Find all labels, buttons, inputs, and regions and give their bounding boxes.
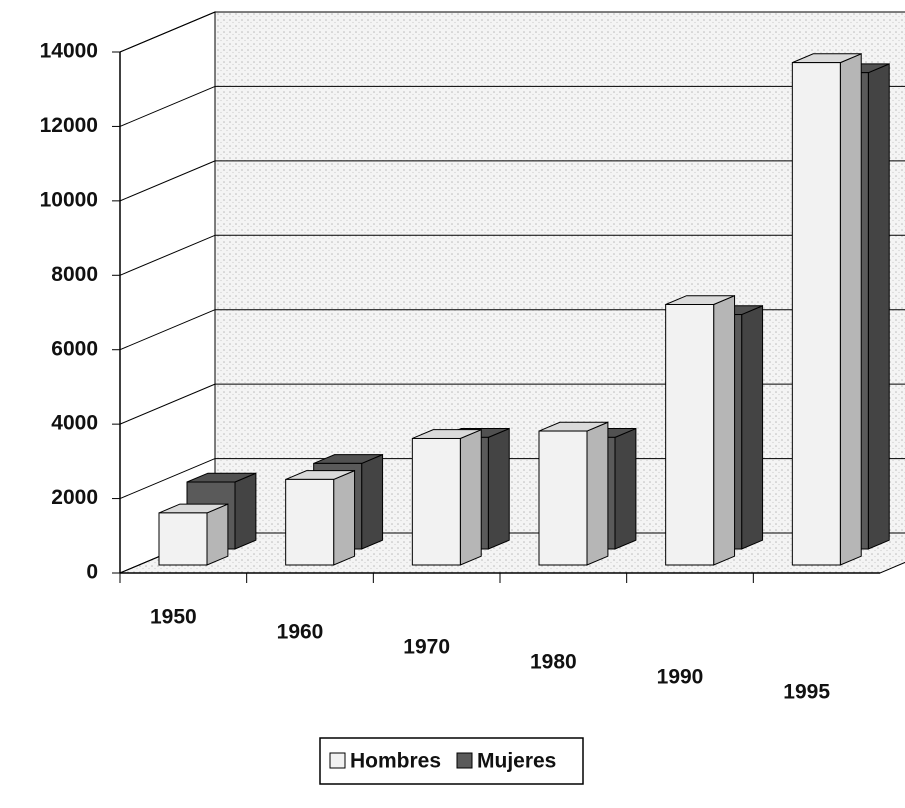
bar-side [487, 427, 510, 550]
bar [158, 512, 208, 566]
y-tick-label: 14000 [40, 40, 98, 63]
legend-swatch [329, 752, 346, 769]
bar [411, 437, 461, 566]
grid-line [119, 11, 216, 53]
grid-line [119, 160, 216, 202]
x-tick-label: 1995 [783, 681, 830, 704]
x-tick-label: 1990 [657, 666, 704, 689]
y-tick-label: 2000 [51, 486, 98, 509]
grid-line [119, 309, 216, 351]
bar [791, 62, 841, 566]
x-tick-label: 1960 [277, 621, 324, 644]
legend: Hombres Mujeres [319, 737, 584, 785]
bar-side [614, 427, 637, 550]
y-tick-label: 12000 [40, 114, 98, 137]
y-tick-label: 10000 [40, 188, 98, 211]
y-tick-label: 4000 [51, 412, 98, 435]
grid-line [119, 85, 216, 127]
y-tick-label: 0 [86, 561, 98, 584]
bar-side [459, 428, 482, 566]
legend-label: Mujeres [477, 750, 556, 773]
bar [665, 304, 715, 566]
legend-swatch [456, 752, 473, 769]
y-tick-label: 8000 [51, 263, 98, 286]
bar-side [867, 63, 890, 550]
bar-side [839, 53, 862, 566]
bar-side [206, 503, 229, 566]
y-tick-label: 6000 [51, 337, 98, 360]
x-tick-label: 1980 [530, 651, 577, 674]
x-tick-label: 1950 [150, 606, 197, 629]
bar [285, 478, 335, 566]
bar-side [333, 469, 356, 566]
grid-line [119, 383, 216, 425]
legend-box [319, 737, 584, 785]
bar-side [361, 453, 384, 550]
bar-side [713, 294, 736, 566]
x-tick-label: 1970 [403, 636, 450, 659]
bar-side [741, 304, 764, 550]
grid-line [119, 458, 216, 500]
bar-side [234, 472, 257, 550]
bar [538, 430, 588, 566]
legend-label: Hombres [350, 750, 441, 773]
grid-line [119, 234, 216, 276]
bar-side [586, 421, 609, 566]
